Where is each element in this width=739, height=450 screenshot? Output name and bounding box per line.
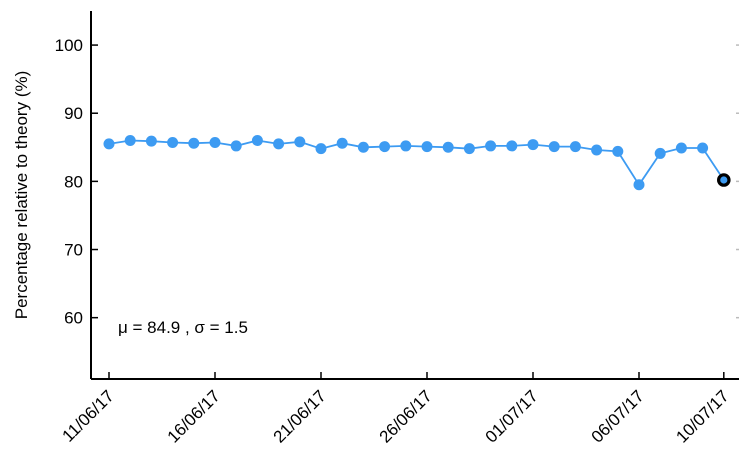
data-point xyxy=(654,147,666,159)
stats-annotation: μ = 84.9 , σ = 1.5 xyxy=(118,318,248,337)
x-tick-label: 26/06/17 xyxy=(376,386,436,446)
data-point xyxy=(591,144,603,156)
data-point xyxy=(506,140,518,152)
x-tick-label: 11/06/17 xyxy=(58,386,117,445)
x-tick-label: 06/07/17 xyxy=(588,386,648,446)
data-point xyxy=(315,143,327,155)
data-point xyxy=(294,136,306,148)
data-point xyxy=(336,137,348,149)
data-point xyxy=(251,134,263,146)
data-point xyxy=(463,143,475,155)
data-point xyxy=(103,138,115,150)
data-point xyxy=(209,137,221,149)
y-axis-label: Percentage relative to theory (%) xyxy=(12,71,31,320)
x-tick-label: 10/07/17 xyxy=(672,386,732,446)
x-tick-label: 21/06/17 xyxy=(270,386,330,446)
y-axis-ticks: 60 70 80 90 100 xyxy=(55,36,739,328)
data-point xyxy=(145,135,157,147)
data-point xyxy=(633,179,645,191)
y-tick-label: 100 xyxy=(55,36,83,55)
series-line xyxy=(108,139,725,187)
data-point xyxy=(273,138,285,150)
y-tick-label: 60 xyxy=(64,309,83,328)
data-point xyxy=(548,141,560,153)
data-point xyxy=(124,134,136,146)
data-point xyxy=(379,141,391,153)
data-point xyxy=(675,142,687,154)
data-point xyxy=(569,141,581,153)
x-axis-ticks: 11/06/17 16/06/17 21/06/17 26/06/17 01/07/17… xyxy=(58,372,733,447)
data-point xyxy=(485,140,497,152)
x-tick-label: 01/07/17 xyxy=(482,386,542,446)
data-point xyxy=(188,137,200,149)
data-point xyxy=(612,145,624,157)
data-point xyxy=(230,140,242,152)
x-tick-label: 16/06/17 xyxy=(164,386,224,446)
data-point xyxy=(400,140,412,152)
series-layer xyxy=(103,134,731,191)
data-point xyxy=(421,141,433,153)
y-tick-label: 80 xyxy=(64,172,83,191)
y-tick-label: 70 xyxy=(64,241,83,260)
data-point xyxy=(697,142,709,154)
data-point xyxy=(442,141,454,153)
data-point xyxy=(357,141,369,153)
highlighted-point xyxy=(716,173,731,187)
y-tick-label: 90 xyxy=(64,104,83,123)
data-point xyxy=(167,137,179,149)
data-point xyxy=(527,139,539,151)
